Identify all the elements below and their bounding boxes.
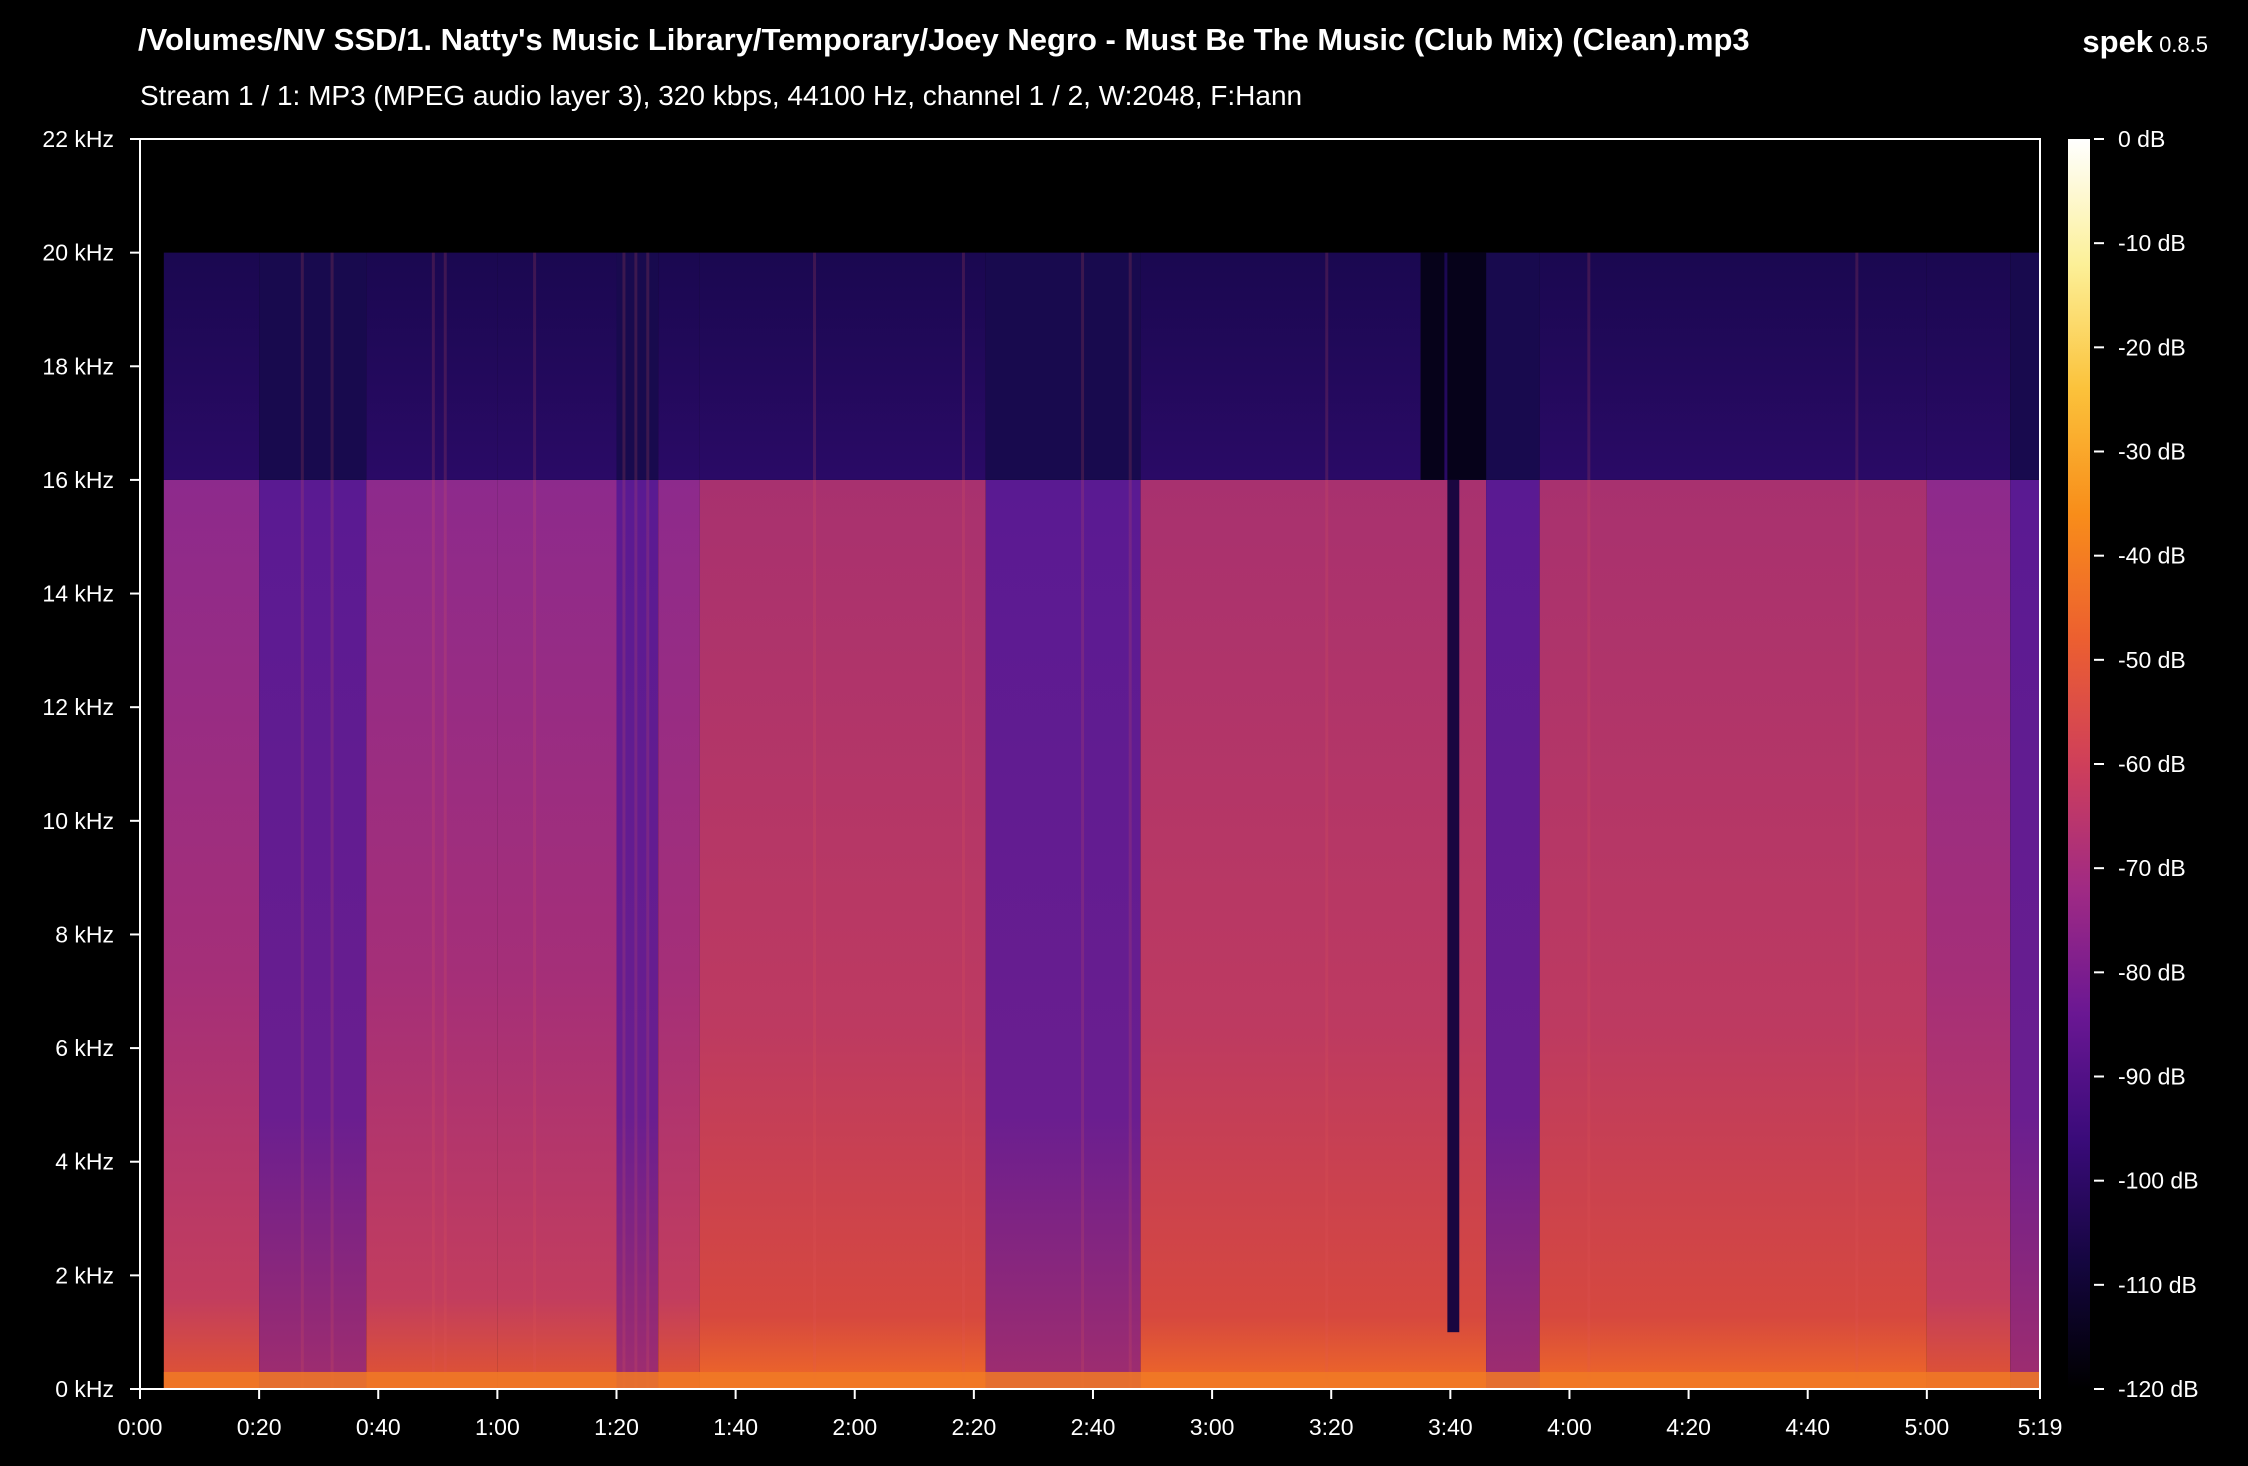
y-tick-label: 6 kHz (55, 1035, 114, 1061)
colorbar-tick-label: -40 dB (2118, 543, 2186, 569)
app-brand: spek 0.8.5 (2082, 24, 2208, 60)
spectrogram-band (985, 479, 1141, 1390)
spectrogram-band (1539, 252, 1927, 480)
spectrogram-dropout (1447, 479, 1460, 1333)
colorbar-tick-label: -70 dB (2118, 855, 2186, 881)
colorbar-tick-label: -120 dB (2118, 1376, 2199, 1402)
x-tick-label: 1:40 (713, 1414, 758, 1440)
x-tick-label: 4:00 (1547, 1414, 1592, 1440)
y-tick-label: 2 kHz (55, 1262, 114, 1288)
colorbar-tick-label: -110 dB (2118, 1272, 2197, 1298)
colorbar (2068, 139, 2090, 1389)
spectrogram-band (259, 252, 367, 480)
x-tick-label: 3:20 (1309, 1414, 1354, 1440)
plot-frame (139, 138, 2041, 1390)
spectrogram-streak (431, 252, 435, 1390)
spectrogram-band (1539, 479, 1927, 1390)
y-tick-label: 10 kHz (42, 808, 114, 834)
spectrogram-band (699, 252, 986, 480)
spectrogram-band (497, 479, 617, 1390)
x-tick-label: 5:19 (2018, 1414, 2063, 1440)
spectrogram-band (658, 479, 700, 1390)
y-tick-label: 4 kHz (55, 1149, 114, 1175)
app-version: 0.8.5 (2159, 32, 2208, 57)
spectrogram-band (366, 479, 498, 1390)
spectrogram-streak (634, 252, 638, 1390)
y-tick-label: 22 kHz (42, 126, 114, 152)
y-tick-label: 18 kHz (42, 353, 114, 379)
spectrogram-band (1926, 479, 2011, 1390)
x-tick-label: 0:00 (118, 1414, 163, 1440)
x-tick-label: 2:40 (1071, 1414, 1116, 1440)
spectrogram-band (1486, 479, 1540, 1390)
spectrogram-streak (533, 252, 537, 1390)
colorbar-axis: 0 dB -10 dB -20 dB -30 dB -40 dB -50 dB -60 dB… (2094, 126, 2199, 1402)
spectrogram-band (163, 479, 260, 1390)
spectrogram-band (699, 479, 986, 1390)
x-tick-label: 1:20 (594, 1414, 639, 1440)
app-name: spek (2082, 24, 2154, 59)
file-path-title: /Volumes/NV SSD/1. Natty's Music Library… (138, 22, 1750, 57)
spectrogram-streak (961, 252, 965, 1390)
y-tick-label: 16 kHz (42, 467, 114, 493)
spectrogram-streak (1128, 252, 1132, 1390)
spectrogram-streak (1855, 252, 1859, 1390)
x-tick-label: 0:40 (356, 1414, 401, 1440)
spectrogram-band (2010, 252, 2040, 480)
spectrogram-band (616, 252, 659, 480)
colorbar-tick-label: -100 dB (2118, 1168, 2199, 1194)
y-tick-label: 12 kHz (42, 694, 114, 720)
spectrogram-band (1486, 252, 1540, 480)
spectrogram-band (1926, 252, 2011, 480)
spectrogram-heatmap (140, 139, 2040, 1390)
spectrogram-band (497, 252, 617, 480)
spectrogram-streak (622, 252, 626, 1390)
x-tick-label: 2:00 (832, 1414, 877, 1440)
x-tick-label: 2:20 (951, 1414, 996, 1440)
colorbar-tick-label: -20 dB (2118, 334, 2186, 360)
spectrogram-streak (1081, 252, 1085, 1390)
spectrogram-band (985, 252, 1141, 480)
colorbar-tick-label: -50 dB (2118, 647, 2186, 673)
spectrogram-band (658, 252, 700, 480)
spectrogram-band (366, 252, 498, 480)
spectrogram-bass (163, 1371, 2040, 1389)
stream-info: Stream 1 / 1: MP3 (MPEG audio layer 3), … (140, 80, 1303, 111)
y-tick-label: 8 kHz (55, 921, 114, 947)
x-tick-label: 1:00 (475, 1414, 520, 1440)
y-tick-label: 20 kHz (42, 240, 114, 266)
spectrogram-dropout (1420, 252, 1445, 480)
spectrogram-band (1140, 479, 1487, 1390)
x-tick-label: 4:20 (1666, 1414, 1711, 1440)
spectrogram-band (616, 479, 659, 1390)
spectrogram-band (2010, 479, 2040, 1390)
x-tick-label: 3:00 (1190, 1414, 1235, 1440)
x-tick-label: 4:40 (1785, 1414, 1830, 1440)
spectrogram-streak (1587, 252, 1591, 1390)
spectrogram-streak (330, 252, 334, 1390)
colorbar-tick-label: -10 dB (2118, 230, 2186, 256)
y-axis: 0 kHz 2 kHz 4 kHz 6 kHz 8 kHz 10 kHz 12 kHz 14 … (42, 126, 140, 1402)
spectrogram-streak (646, 252, 650, 1390)
spectrogram-streak (1325, 252, 1329, 1390)
colorbar-tick-label: -80 dB (2118, 959, 2186, 985)
colorbar-tick-label: -30 dB (2118, 439, 2186, 465)
colorbar-tick-label: -90 dB (2118, 1064, 2186, 1090)
y-tick-label: 14 kHz (42, 581, 114, 607)
y-tick-label: 0 kHz (55, 1376, 114, 1402)
colorbar-tick-label: 0 dB (2118, 126, 2165, 152)
spectrogram-streak (300, 252, 304, 1390)
x-tick-label: 0:20 (237, 1414, 282, 1440)
x-axis: 0:00 0:20 0:40 1:00 1:20 1:40 2:00 2:20 2:40 3:00… (118, 1389, 2063, 1440)
spectrogram-streak (813, 252, 817, 1390)
spectrogram-streak (443, 252, 447, 1390)
colorbar-tick-label: -60 dB (2118, 751, 2186, 777)
spectrogram-band (163, 252, 260, 480)
x-tick-label: 5:00 (1904, 1414, 1949, 1440)
spectrogram-dropout (1447, 252, 1487, 480)
x-tick-label: 3:40 (1428, 1414, 1473, 1440)
spectrogram-band (259, 479, 367, 1390)
